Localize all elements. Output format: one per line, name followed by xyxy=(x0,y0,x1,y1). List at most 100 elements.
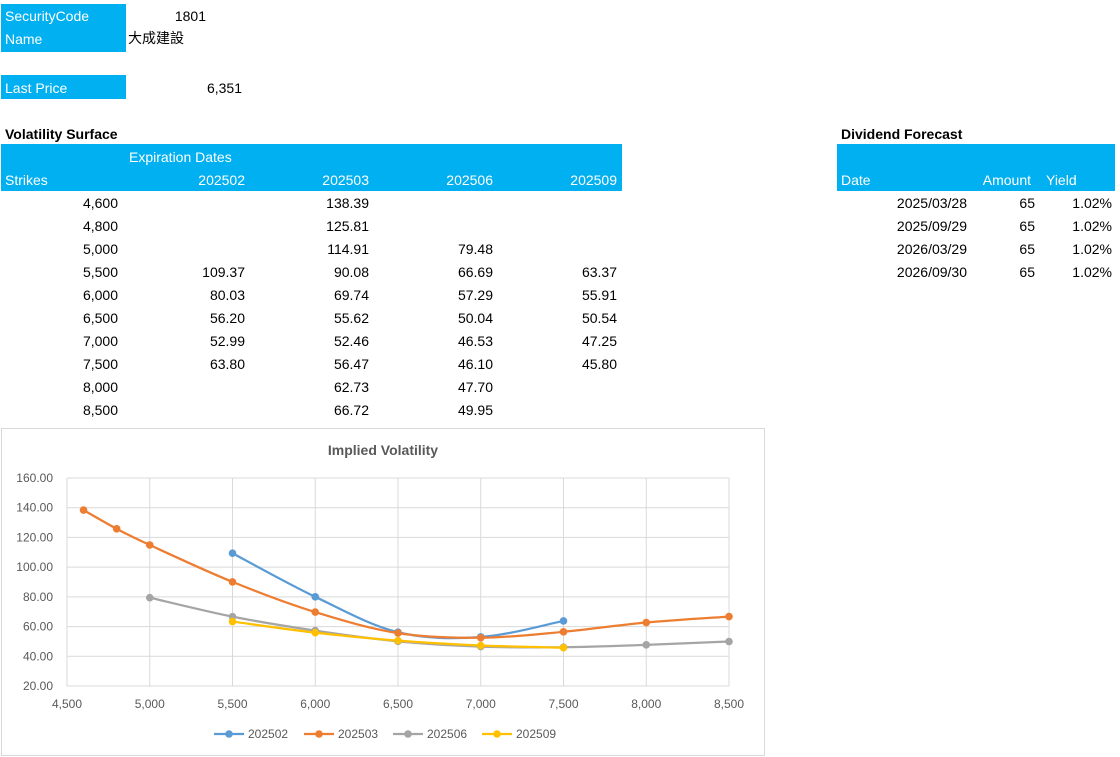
data-point-202506 xyxy=(642,641,651,649)
data-point-202509 xyxy=(394,636,402,645)
x-tick-label: 6,500 xyxy=(383,697,413,711)
expiration-dates-label: Expiration Dates xyxy=(129,149,232,165)
vol-cell[interactable]: 90.08 xyxy=(333,264,369,280)
security-header-cell xyxy=(1,4,126,52)
dividend-yield-cell[interactable]: 1.02% xyxy=(1072,195,1112,211)
data-point-202503 xyxy=(476,633,485,642)
vol-cell[interactable] xyxy=(126,192,245,215)
y-tick-label: 160.00 xyxy=(16,471,53,485)
vol-cell[interactable]: 49.95 xyxy=(457,402,493,418)
data-point-202509 xyxy=(559,643,568,652)
strike-cell[interactable]: 6,000 xyxy=(82,287,118,303)
strike-cell[interactable]: 7,500 xyxy=(82,356,118,372)
vol-cell[interactable]: 79.48 xyxy=(457,241,493,257)
vol-cell[interactable]: 125.81 xyxy=(326,218,369,234)
security-code-label: SecurityCode xyxy=(5,8,90,24)
vol-cell[interactable] xyxy=(498,215,617,238)
vol-cell[interactable] xyxy=(126,238,245,261)
expiration-header-202503: 202503 xyxy=(322,172,369,188)
strike-cell[interactable]: 4,800 xyxy=(82,218,118,234)
strike-cell[interactable]: 7,000 xyxy=(82,333,118,349)
vol-surface-title: Volatility Surface xyxy=(5,126,118,142)
vol-cell[interactable] xyxy=(374,192,493,215)
dividend-yield-label: Yield xyxy=(1046,172,1077,188)
strike-cell[interactable]: 4,600 xyxy=(82,195,118,211)
data-point-202503 xyxy=(228,578,237,586)
dividend-date-label: Date xyxy=(841,172,871,188)
vol-cell[interactable]: 57.29 xyxy=(457,287,493,303)
dividend-amount-label: Amount xyxy=(982,172,1031,188)
y-tick-label: 20.00 xyxy=(23,679,53,693)
vol-cell[interactable]: 52.99 xyxy=(209,333,245,349)
vol-cell[interactable] xyxy=(126,376,245,399)
strike-cell[interactable]: 8,000 xyxy=(82,379,118,395)
data-point-202509 xyxy=(311,628,320,637)
implied-volatility-chart[interactable]: Implied Volatility 20.00 40.00 60.00 80.00 10… xyxy=(1,428,765,756)
data-point-202502 xyxy=(559,617,568,625)
vol-cell[interactable]: 55.62 xyxy=(333,310,369,326)
strike-cell[interactable]: 5,500 xyxy=(82,264,118,280)
vol-cell[interactable] xyxy=(498,376,617,399)
vol-cell[interactable]: 55.91 xyxy=(581,287,617,303)
vol-cell[interactable]: 46.10 xyxy=(457,356,493,372)
strikes-label: Strikes xyxy=(5,172,48,188)
vol-cell[interactable]: 66.69 xyxy=(457,264,493,280)
chart-title: Implied Volatility xyxy=(328,442,438,458)
last-price-label: Last Price xyxy=(5,80,68,96)
dividend-yield-cell[interactable]: 1.02% xyxy=(1072,241,1112,257)
dividend-date-cell[interactable]: 2026/09/30 xyxy=(896,264,967,280)
dividend-yield-cell[interactable]: 1.02% xyxy=(1072,264,1112,280)
vol-cell[interactable]: 56.20 xyxy=(209,310,245,326)
security-name-value[interactable]: 大成建設 xyxy=(128,31,184,47)
vol-cell[interactable]: 50.54 xyxy=(581,310,617,326)
expiration-header-202502: 202502 xyxy=(198,172,245,188)
vol-cell[interactable]: 63.37 xyxy=(581,264,617,280)
series-line-202506 xyxy=(149,596,730,649)
vol-cell[interactable]: 63.80 xyxy=(209,356,245,372)
vol-cell[interactable]: 62.73 xyxy=(333,379,369,395)
vol-cell[interactable]: 52.46 xyxy=(333,333,369,349)
security-code-value[interactable]: 1801 xyxy=(174,8,206,24)
y-tick-label: 120.00 xyxy=(16,530,53,544)
vol-cell[interactable]: 47.70 xyxy=(457,379,493,395)
data-point-202503 xyxy=(394,629,402,637)
vol-cell[interactable] xyxy=(498,192,617,215)
strike-cell[interactable]: 8,500 xyxy=(82,402,118,418)
vol-cell[interactable]: 109.37 xyxy=(202,264,245,280)
vol-cell[interactable]: 114.91 xyxy=(327,241,369,257)
dividend-title: Dividend Forecast xyxy=(841,126,963,142)
strike-cell[interactable]: 5,000 xyxy=(82,241,118,257)
vol-cell[interactable]: 56.47 xyxy=(333,356,369,372)
vol-cell[interactable] xyxy=(374,215,493,238)
vol-cell[interactable]: 50.04 xyxy=(457,310,493,326)
legend-label-202509: 202509 xyxy=(516,727,556,741)
series-line-202503 xyxy=(82,509,730,639)
vol-cell[interactable]: 80.03 xyxy=(209,287,245,303)
vol-cell[interactable]: 66.72 xyxy=(333,402,369,418)
dividend-date-cell[interactable]: 2025/03/28 xyxy=(896,195,967,211)
vol-cell[interactable]: 138.39 xyxy=(326,195,369,211)
data-point-202509 xyxy=(228,617,237,626)
dividend-amount-cell[interactable]: 65 xyxy=(1019,195,1035,211)
vol-cell[interactable] xyxy=(498,399,617,422)
y-tick-label: 80.00 xyxy=(23,590,53,604)
vol-cell[interactable] xyxy=(126,215,245,238)
dividend-amount-cell[interactable]: 65 xyxy=(1019,241,1035,257)
dividend-date-cell[interactable]: 2025/09/29 xyxy=(896,218,967,234)
last-price-value[interactable]: 6,351 xyxy=(206,80,242,96)
strike-cell[interactable]: 6,500 xyxy=(82,310,118,326)
dividend-date-cell[interactable]: 2026/03/29 xyxy=(896,241,967,257)
data-point-202509 xyxy=(476,641,485,650)
dividend-header xyxy=(837,144,1115,191)
dividend-amount-cell[interactable]: 65 xyxy=(1019,218,1035,234)
vol-cell[interactable]: 47.25 xyxy=(581,333,617,349)
vol-cell[interactable]: 46.53 xyxy=(457,333,493,349)
vol-cell[interactable]: 69.74 xyxy=(333,287,369,303)
dividend-yield-cell[interactable]: 1.02% xyxy=(1072,218,1112,234)
vol-cell[interactable] xyxy=(498,238,617,261)
x-tick-label: 6,000 xyxy=(300,697,330,711)
vol-cell[interactable] xyxy=(126,399,245,422)
dividend-amount-cell[interactable]: 65 xyxy=(1019,264,1035,280)
vol-cell[interactable]: 45.80 xyxy=(581,356,617,372)
y-tick-label: 40.00 xyxy=(23,649,53,663)
